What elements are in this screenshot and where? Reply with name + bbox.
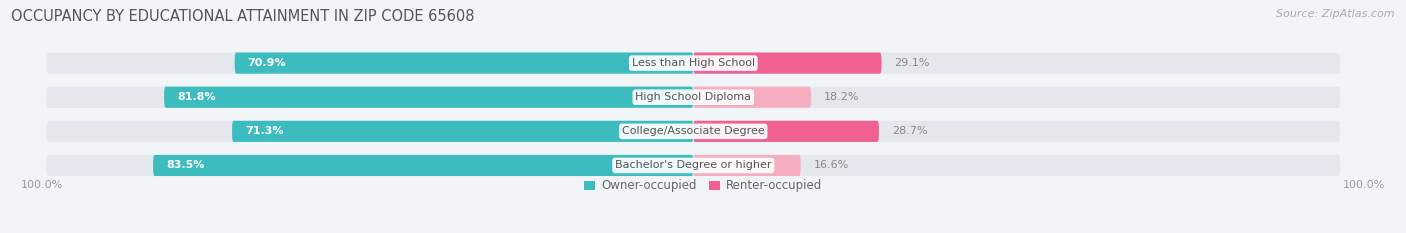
FancyBboxPatch shape <box>235 52 693 74</box>
Text: 100.0%: 100.0% <box>21 180 63 190</box>
Text: 100.0%: 100.0% <box>1343 180 1385 190</box>
Text: Source: ZipAtlas.com: Source: ZipAtlas.com <box>1277 9 1395 19</box>
Legend: Owner-occupied, Renter-occupied: Owner-occupied, Renter-occupied <box>579 175 827 197</box>
FancyBboxPatch shape <box>693 87 811 108</box>
Text: College/Associate Degree: College/Associate Degree <box>621 126 765 136</box>
Text: 16.6%: 16.6% <box>814 161 849 171</box>
Text: Less than High School: Less than High School <box>631 58 755 68</box>
Text: 70.9%: 70.9% <box>247 58 287 68</box>
Text: OCCUPANCY BY EDUCATIONAL ATTAINMENT IN ZIP CODE 65608: OCCUPANCY BY EDUCATIONAL ATTAINMENT IN Z… <box>11 9 475 24</box>
FancyBboxPatch shape <box>46 87 1340 108</box>
FancyBboxPatch shape <box>46 121 1340 142</box>
Text: 18.2%: 18.2% <box>824 92 859 102</box>
Text: High School Diploma: High School Diploma <box>636 92 751 102</box>
Text: 29.1%: 29.1% <box>894 58 929 68</box>
FancyBboxPatch shape <box>46 155 1340 176</box>
FancyBboxPatch shape <box>46 52 1340 74</box>
FancyBboxPatch shape <box>693 52 882 74</box>
Text: 83.5%: 83.5% <box>166 161 204 171</box>
FancyBboxPatch shape <box>232 121 693 142</box>
FancyBboxPatch shape <box>693 155 800 176</box>
Text: 71.3%: 71.3% <box>245 126 284 136</box>
FancyBboxPatch shape <box>165 87 693 108</box>
Text: Bachelor's Degree or higher: Bachelor's Degree or higher <box>614 161 772 171</box>
FancyBboxPatch shape <box>153 155 693 176</box>
Text: 28.7%: 28.7% <box>891 126 928 136</box>
Text: 81.8%: 81.8% <box>177 92 215 102</box>
FancyBboxPatch shape <box>693 121 879 142</box>
